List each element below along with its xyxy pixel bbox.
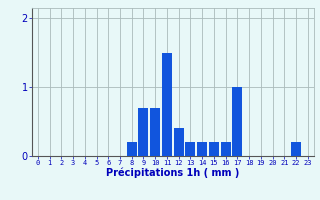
Bar [209, 142, 219, 156]
Bar [185, 142, 196, 156]
X-axis label: Précipitations 1h ( mm ): Précipitations 1h ( mm ) [106, 168, 239, 178]
Bar [127, 142, 137, 156]
Bar [197, 142, 207, 156]
Bar [291, 142, 301, 156]
Bar [162, 53, 172, 156]
Bar [139, 108, 148, 156]
Bar [174, 128, 184, 156]
Bar [220, 142, 231, 156]
Bar [232, 87, 242, 156]
Bar [150, 108, 160, 156]
